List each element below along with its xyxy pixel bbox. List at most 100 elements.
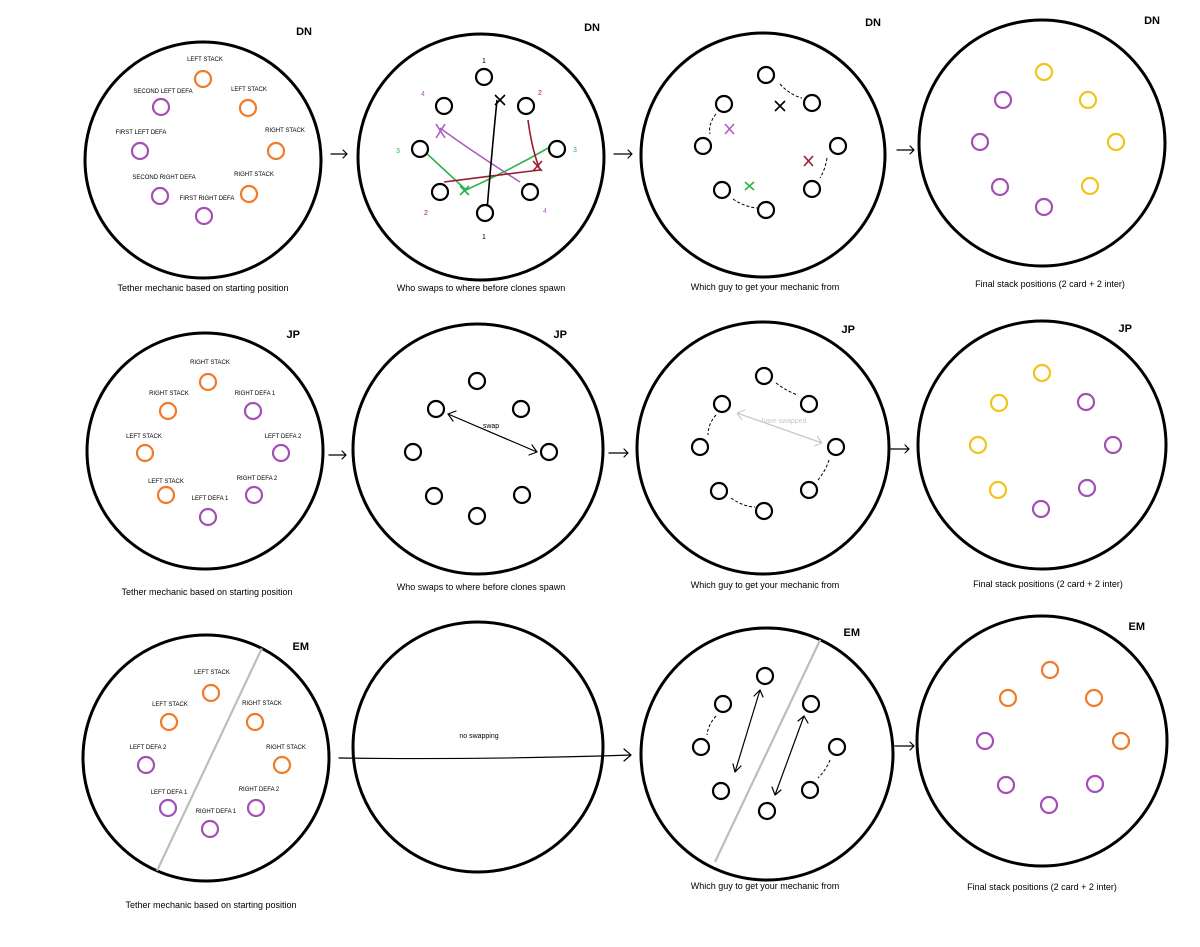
tag-dn-3: DN <box>865 17 881 29</box>
arrow-dn-1 <box>330 149 348 159</box>
label-right-stack-2: RIGHT STACK <box>149 391 189 397</box>
tag-jp-2: JP <box>554 329 567 341</box>
player-defa <box>1085 774 1105 794</box>
purple-x <box>724 123 735 135</box>
black-swap-line <box>486 99 498 211</box>
player-defa <box>1076 392 1096 412</box>
label-right-stack-2: RIGHT STACK <box>234 172 274 178</box>
swap-arrow <box>447 410 538 456</box>
purple-swap-line <box>439 127 521 183</box>
link-sw-s <box>730 497 756 508</box>
label-left-stack-2: LEFT STACK <box>148 479 184 485</box>
caption-em-tether: Tether mechanic based on starting positi… <box>125 900 296 910</box>
player-west <box>410 139 430 159</box>
marker-n: 1 <box>482 58 486 65</box>
player-defa <box>970 132 990 152</box>
player-south <box>757 801 777 821</box>
player-defa <box>1077 478 1097 498</box>
player-south <box>756 200 776 220</box>
player-left-stack <box>193 69 213 89</box>
label-first-right-defa: FIRST RIGHT DEFA <box>180 196 235 202</box>
player-east <box>828 136 848 156</box>
label-left-stack: LEFT STACK <box>194 670 230 676</box>
player-sw <box>424 486 444 506</box>
row-em: EM LEFT STACK LEFT STACK RIGHT STACK LEF… <box>81 614 1169 910</box>
black-x <box>494 94 506 106</box>
player-defa <box>990 177 1010 197</box>
label-left-stack: LEFT STACK <box>126 434 162 440</box>
player-sw <box>430 182 450 202</box>
divider-line <box>154 647 263 876</box>
player-nw <box>714 94 734 114</box>
marker-ne: 2 <box>538 90 542 97</box>
caption-jp-final: Final stack positions (2 card + 2 inter) <box>973 579 1123 589</box>
player-left-defa-1 <box>158 798 178 818</box>
red-x <box>803 155 814 167</box>
player-nw <box>712 394 732 414</box>
label-left-defa-1: LEFT DEFA 1 <box>192 496 229 502</box>
arena-jp-swap <box>351 322 605 576</box>
swap-note: swap <box>483 423 499 430</box>
caption-dn-tether: Tether mechanic based on starting positi… <box>117 283 288 293</box>
label-left-stack-2: LEFT STACK <box>152 702 188 708</box>
player-right-defa-2 <box>246 798 266 818</box>
player-right-defa-1 <box>243 401 263 421</box>
label-first-left-defa: FIRST LEFT DEFA <box>116 130 167 136</box>
player-right-stack-2 <box>158 401 178 421</box>
tag-jp: JP <box>287 329 300 341</box>
have-swapped-arrow <box>736 409 823 447</box>
have-swapped-note: have swapped <box>761 418 806 425</box>
player-west <box>403 442 423 462</box>
player-left-stack <box>201 683 221 703</box>
player-defa <box>1103 435 1123 455</box>
player-ne <box>801 694 821 714</box>
marker-se: 4 <box>543 208 547 215</box>
player-ne <box>802 93 822 113</box>
player-north <box>474 67 494 87</box>
label-left-defa-2: LEFT DEFA 2 <box>265 434 302 440</box>
player-left-stack-2 <box>159 712 179 732</box>
player-north <box>755 666 775 686</box>
player-se <box>802 179 822 199</box>
player-second-right-defa <box>150 186 170 206</box>
green-x <box>744 181 755 191</box>
link-sw-s <box>732 198 758 209</box>
caption-em-final: Final stack positions (2 card + 2 inter) <box>967 882 1117 892</box>
caption-dn-swap: Who swaps to where before clones spawn <box>397 283 566 293</box>
divider-line <box>714 635 823 863</box>
player-inter <box>1080 176 1100 196</box>
purple-x <box>435 123 446 139</box>
row-dn: DN LEFT STACK LEFT STACK SECOND LEFT DEF… <box>83 15 1167 293</box>
caption-jp-mechanic: Which guy to get your mechanic from <box>691 580 840 590</box>
player-inter <box>1106 132 1126 152</box>
label-left-defa-2: LEFT DEFA 2 <box>130 745 167 751</box>
arrow-dn-2 <box>613 149 633 159</box>
link-nw-w <box>706 715 717 736</box>
caption-jp-tether: Tether mechanic based on starting positi… <box>121 587 292 597</box>
marker-s: 1 <box>482 234 486 241</box>
caption-dn-final: Final stack positions (2 card + 2 inter) <box>975 279 1125 289</box>
player-left-stack <box>135 443 155 463</box>
arena-em-tether <box>81 633 331 883</box>
player-defa <box>1039 795 1059 815</box>
red-swap-line <box>443 119 542 183</box>
swap-lines-dn <box>422 94 551 211</box>
link-e-se <box>819 157 828 179</box>
player-defa <box>1034 197 1054 217</box>
player-defa <box>1031 499 1051 519</box>
player-first-left-defa <box>130 141 150 161</box>
arena-dn-tether <box>83 40 323 280</box>
player-se <box>800 780 820 800</box>
label-left-stack-2: LEFT STACK <box>231 87 267 93</box>
player-defa <box>993 90 1013 110</box>
tag-dn: DN <box>296 26 312 38</box>
label-right-defa-1: RIGHT DEFA 1 <box>196 809 237 815</box>
player-ne <box>511 399 531 419</box>
player-right-stack-2 <box>239 184 259 204</box>
label-right-defa-2: RIGHT DEFA 2 <box>239 787 280 793</box>
player-se <box>799 480 819 500</box>
label-right-stack: RIGHT STACK <box>242 701 282 707</box>
arrow-jp-1 <box>328 450 347 460</box>
link-e-se <box>817 459 830 481</box>
